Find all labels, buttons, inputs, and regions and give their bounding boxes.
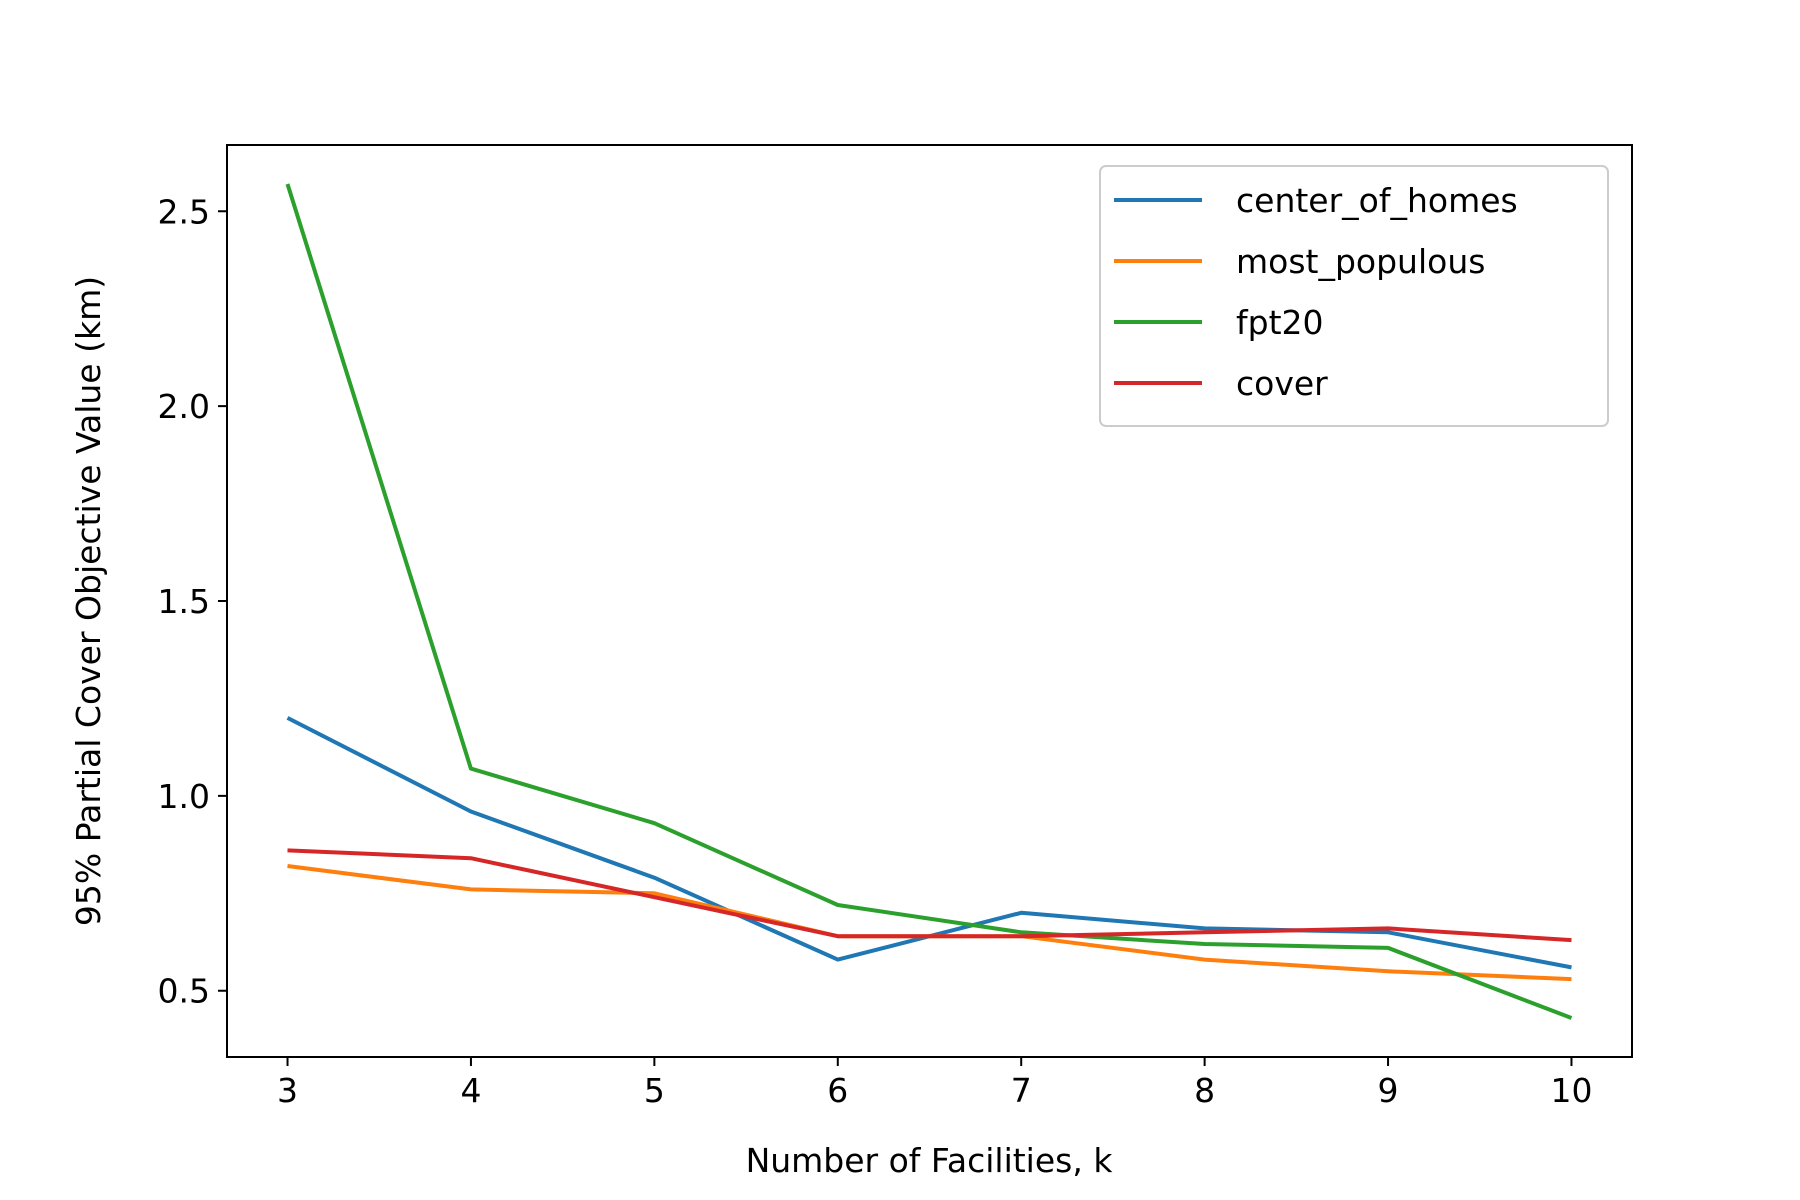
y-tick-label: 1.5: [158, 582, 210, 621]
y-axis-label: 95% Partial Cover Objective Value (km): [69, 276, 108, 926]
legend-label-cover: cover: [1236, 364, 1328, 403]
y-tick-label: 2.5: [158, 192, 210, 231]
y-tick-label: 2.0: [158, 387, 210, 426]
x-tick-label: 10: [1550, 1071, 1592, 1110]
y-tick-label: 1.0: [158, 777, 210, 816]
legend-label-most-populous: most_populous: [1236, 242, 1485, 281]
plot-frame: [226, 144, 1633, 1058]
legend-label-center-of-homes: center_of_homes: [1236, 181, 1518, 220]
x-axis-label: Number of Facilities, k: [746, 1141, 1114, 1180]
ticks: 3 4 5 6 7 8 9 10 0.5 1.0 1.5 2.0 2.5: [158, 192, 1593, 1110]
x-tick-label: 6: [827, 1071, 848, 1110]
legend-label-fpt20: fpt20: [1236, 303, 1324, 342]
x-tick-label: 5: [644, 1071, 665, 1110]
x-tick-label: 8: [1194, 1071, 1215, 1110]
x-tick-label: 3: [277, 1071, 298, 1110]
legend: center_of_homes most_populous fpt20 cover: [1099, 165, 1609, 427]
series-line-cover: [287, 848, 1572, 943]
x-tick-label: 4: [460, 1071, 481, 1110]
x-tick-label: 7: [1011, 1071, 1032, 1110]
series-lines: [285, 183, 1573, 1020]
legend-box: [1099, 165, 1609, 427]
y-tick-label: 0.5: [158, 972, 210, 1011]
x-tick-label: 9: [1378, 1071, 1399, 1110]
series-line-fpt20: [285, 183, 1573, 1020]
